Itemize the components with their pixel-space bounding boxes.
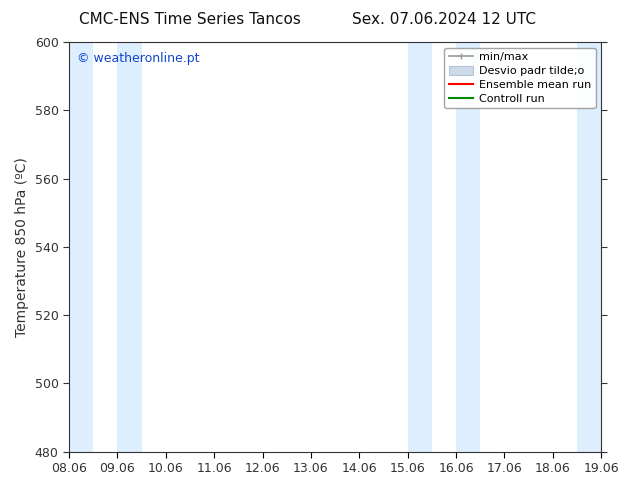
Legend: min/max, Desvio padr tilde;o, Ensemble mean run, Controll run: min/max, Desvio padr tilde;o, Ensemble m…	[444, 48, 595, 108]
Bar	[408, 42, 432, 452]
Text: CMC-ENS Time Series Tancos: CMC-ENS Time Series Tancos	[79, 12, 301, 27]
Text: Sex. 07.06.2024 12 UTC: Sex. 07.06.2024 12 UTC	[352, 12, 536, 27]
Bar	[117, 42, 141, 452]
Text: © weatheronline.pt: © weatheronline.pt	[77, 52, 200, 65]
Y-axis label: Temperature 850 hPa (ºC): Temperature 850 hPa (ºC)	[15, 157, 29, 337]
Bar	[577, 42, 604, 452]
Bar	[67, 42, 93, 452]
Bar	[456, 42, 480, 452]
